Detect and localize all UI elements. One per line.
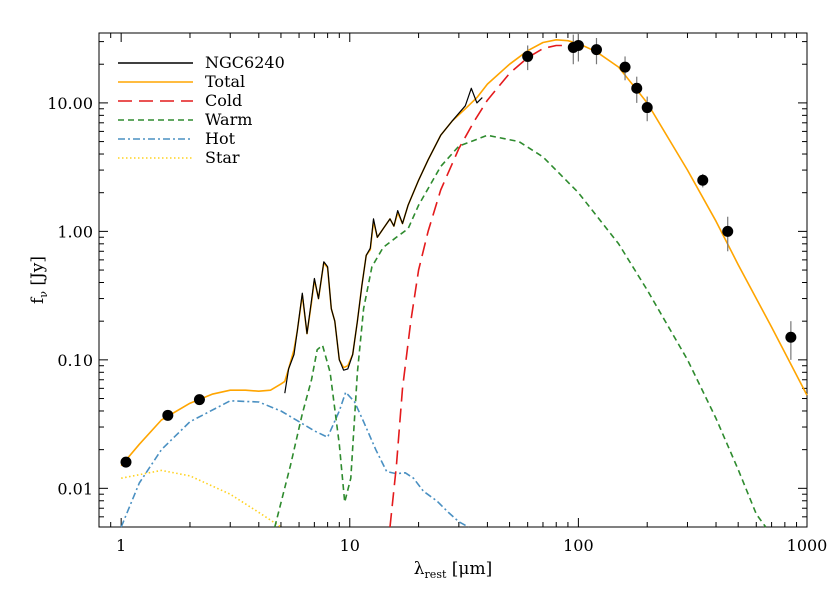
data-points (120, 33, 797, 468)
y-tick-label: 0.01 (57, 479, 93, 498)
x-axis-label-unit: [μm] (446, 559, 492, 579)
y-axis-label-main: f (28, 296, 48, 304)
series-ngc6240 (284, 87, 483, 394)
series-warm (274, 134, 767, 528)
photometry-point (590, 44, 602, 56)
curves (120, 38, 808, 528)
x-tick-label: 10 (340, 536, 360, 555)
photometry-point (572, 39, 584, 51)
series-star (121, 469, 282, 528)
x-tick-label: 1000 (787, 536, 828, 555)
y-axis-label-unit: [Jy] (28, 256, 48, 291)
legend-label-warm: Warm (205, 110, 252, 129)
photometry-point (631, 82, 643, 94)
photometry-point (162, 409, 174, 421)
axis-ticks (98, 33, 808, 528)
photometry-point (120, 456, 132, 468)
legend-label-star: Star (205, 148, 240, 167)
x-axis-label: λrest [μm] (414, 559, 492, 581)
legend-label-cold: Cold (205, 91, 242, 110)
photometry-point (193, 394, 205, 406)
series-cold (389, 44, 589, 528)
y-tick-label: 1.00 (57, 222, 93, 241)
legend-label-hot: Hot (205, 129, 236, 148)
photometry-point (641, 102, 653, 114)
legend-label-total: Total (205, 72, 245, 91)
y-axis-label-sub: ν (37, 291, 50, 298)
series-hot (120, 391, 469, 528)
y-tick-label: 0.10 (57, 351, 93, 370)
x-axis-label-main: λ (414, 559, 425, 579)
photometry-point (619, 61, 631, 73)
tick-labels: 1 10 100 1000 0.01 0.10 1.00 10.00 (47, 94, 827, 555)
photometry-point (697, 174, 709, 186)
legend-label-ngc6240: NGC6240 (205, 53, 285, 72)
x-axis-label-sub: rest (425, 568, 447, 581)
photometry-point (722, 225, 734, 237)
photometry-point (522, 50, 534, 62)
photometry-point (785, 331, 797, 343)
y-axis-label: fν [Jy] (28, 256, 50, 304)
x-tick-label: 100 (563, 536, 594, 555)
y-tick-label: 10.00 (47, 94, 93, 113)
plot-frame (98, 32, 808, 528)
x-tick-label: 1 (116, 536, 126, 555)
